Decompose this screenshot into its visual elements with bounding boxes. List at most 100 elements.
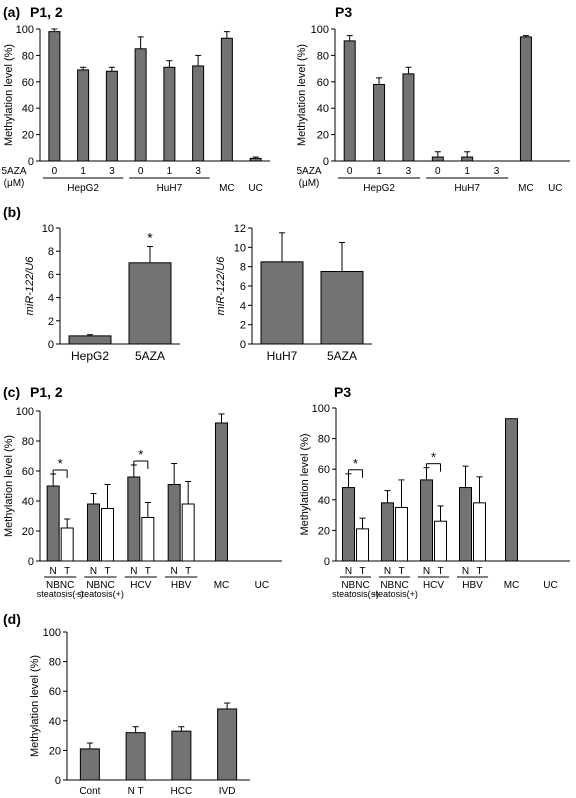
a2-ytick-label: 100	[311, 24, 329, 36]
b1-category-label: 5AZA	[135, 349, 165, 363]
a1-category-label: MC	[219, 183, 235, 194]
c2-group-label: HCV	[423, 580, 444, 591]
d-category-label: HCC	[171, 786, 193, 797]
d-ylabel: Methylation level (%)	[29, 655, 41, 757]
d-ytick-label: 0	[55, 775, 61, 787]
a2-category-label: 1	[464, 166, 470, 177]
a2-ytick-label: 60	[317, 77, 329, 89]
a1-1-bar	[77, 69, 90, 162]
c1-group-label: NBNC	[86, 580, 114, 591]
a1-ytick-label: 60	[22, 77, 34, 89]
c2-t-0-bar	[356, 528, 369, 562]
c1-pair-label-t: T	[104, 566, 110, 577]
c2-pair-label-n: N	[462, 566, 469, 577]
b2-0-bar	[260, 261, 304, 345]
a2-2-bar	[402, 73, 415, 162]
a2-category-label: 3	[406, 166, 412, 177]
c2-ytick-label: 60	[318, 464, 330, 476]
c2-ytick-label: 20	[318, 525, 330, 537]
c1-group-sublabel: steatosis(−)	[37, 589, 84, 599]
b2-ytick-label: 6	[240, 281, 246, 293]
d-ytick-label: 60	[49, 686, 61, 698]
a2-ytick-label: 20	[317, 130, 329, 142]
d-ytick-label: 20	[49, 745, 61, 757]
a1-group-label: HuH7	[157, 183, 183, 194]
c1-pair-label-t: T	[64, 566, 70, 577]
a1-ytick-label: 0	[28, 156, 34, 168]
a2-ytick-label: 80	[317, 50, 329, 62]
a1-ytick-label: 40	[22, 103, 34, 115]
c1-n-1-bar	[87, 503, 100, 562]
c1-ytick-label: 20	[22, 526, 34, 538]
c2-title: P3	[334, 384, 351, 400]
c1-t-1-bar	[101, 508, 114, 562]
c1-group-label: HCV	[130, 580, 151, 591]
c1-pair-label-n: N	[50, 566, 57, 577]
a2-title: P3	[335, 4, 352, 20]
a1-ytick-label: 20	[22, 130, 34, 142]
a1-4-bar	[163, 66, 176, 162]
c2-ytick-label: 0	[324, 556, 330, 568]
a2-ytick-label: 0	[323, 156, 329, 168]
a1-category-label: 1	[80, 166, 86, 177]
c1-significance-star: *	[58, 456, 63, 471]
a2-category-label: 1	[376, 166, 382, 177]
a2-0-bar	[343, 40, 356, 162]
c2-group-label: NBNC	[341, 580, 369, 591]
b1-ytick-label: 10	[42, 223, 54, 235]
a2-category-label: 0	[435, 166, 441, 177]
c1-pair-label-n: N	[130, 566, 137, 577]
b2-ytick-label: 8	[240, 262, 246, 274]
c1-t-2-bar	[141, 517, 155, 562]
c1-group-sublabel: steatosis(+)	[77, 589, 124, 599]
c2-ylabel: Methylation level (%)	[299, 433, 311, 535]
c1-pair-label-n: N	[171, 566, 178, 577]
c1-single-label: MC	[214, 580, 230, 591]
a1-category-label: 3	[195, 166, 201, 177]
c2-significance-star: *	[353, 456, 358, 471]
a1-5-bar	[192, 65, 205, 162]
c2-pair-label-t: T	[398, 566, 404, 577]
c2-n-0-bar	[342, 487, 355, 562]
a1-category-label: 3	[109, 166, 115, 177]
c2-pair-label-n: N	[345, 566, 352, 577]
a1-ytick-label: 80	[22, 50, 34, 62]
b1-ylabel: miR-122/U6	[24, 256, 36, 316]
a1-title: P1, 2	[30, 4, 63, 20]
a1-category-label: UC	[248, 183, 262, 194]
a1-category-label: 0	[138, 166, 144, 177]
c2-pair-label-n: N	[423, 566, 430, 577]
b2-1-bar	[320, 271, 364, 345]
b2-ytick-label: 10	[234, 242, 246, 254]
b1-0-bar	[68, 335, 112, 345]
c2-pair-label-t: T	[359, 566, 365, 577]
a1-category-label: 1	[167, 166, 173, 177]
c1-pair-label-t: T	[145, 566, 151, 577]
panel-label-d: (d)	[3, 611, 21, 627]
a2-group-label: HuH7	[454, 183, 480, 194]
c2-single-label: UC	[543, 580, 557, 591]
c2-group-label: NBNC	[380, 580, 408, 591]
d-2-bar	[171, 730, 192, 781]
a1-6-bar	[220, 37, 233, 162]
a1-category-label: 0	[52, 166, 58, 177]
d-ytick-label: 80	[49, 657, 61, 669]
b1-ytick-label: 0	[48, 339, 54, 351]
a1-ylabel: Methylation level (%)	[3, 44, 15, 146]
a2-ytick-label: 40	[317, 103, 329, 115]
b1-ytick-label: 4	[48, 293, 54, 305]
d-ytick-label: 100	[43, 627, 61, 639]
b1-ytick-label: 6	[48, 269, 54, 281]
c2-pair-label-t: T	[437, 566, 443, 577]
c2-t-1-bar	[395, 506, 408, 562]
d-category-label: IVD	[219, 786, 236, 797]
a2-category-label: 3	[494, 166, 500, 177]
c1-ytick-label: 0	[28, 556, 34, 568]
b1-significance-star: *	[147, 230, 153, 246]
c2-ytick-label: 80	[318, 434, 330, 446]
c2-ytick-label: 100	[312, 403, 330, 415]
b2-ytick-label: 0	[240, 339, 246, 351]
panel-label-b: (b)	[3, 204, 21, 220]
